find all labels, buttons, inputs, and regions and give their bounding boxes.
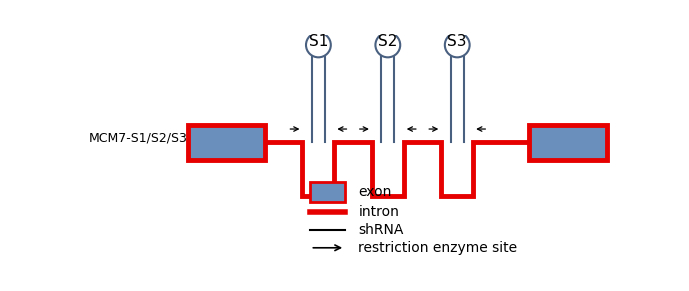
Text: exon: exon (358, 185, 392, 199)
Text: restriction enzyme site: restriction enzyme site (358, 241, 517, 255)
Text: S3: S3 (447, 34, 467, 49)
Text: intron: intron (358, 205, 400, 219)
Text: S1: S1 (309, 34, 328, 49)
Bar (187, 125, 265, 160)
Text: MCM7-S1/S2/S3: MCM7-S1/S2/S3 (89, 132, 187, 145)
Bar (310, 182, 345, 202)
Text: S2: S2 (378, 34, 398, 49)
Bar (529, 125, 607, 160)
Text: shRNA: shRNA (358, 223, 404, 237)
